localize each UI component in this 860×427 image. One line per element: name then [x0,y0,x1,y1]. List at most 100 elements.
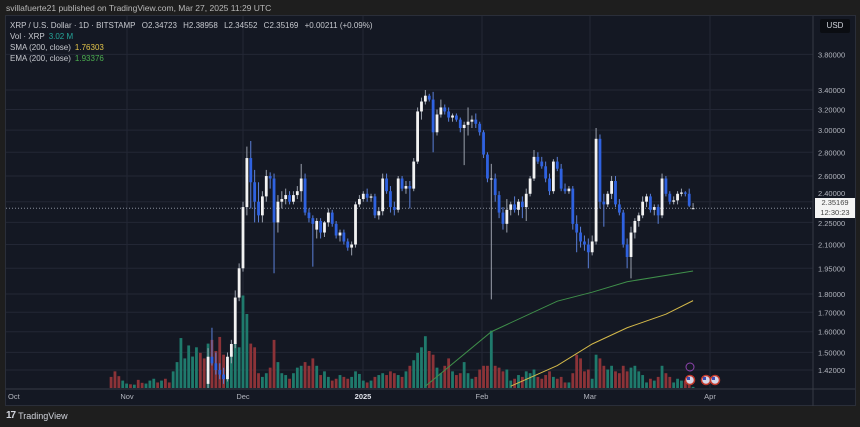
volume-bar [272,339,276,388]
candle-body [299,178,303,192]
x-tick-label: Feb [476,392,489,401]
candle-body [575,223,579,233]
candle-body [617,204,621,213]
candle-body [540,161,544,167]
volume-label: Vol · XRP [10,32,45,41]
volume-bar [435,367,439,388]
volume-bar [365,382,369,388]
candle-body [233,297,237,344]
candle-body [486,154,489,179]
volume-bar [458,373,462,388]
candle-body [404,186,408,189]
volume-bar [179,338,183,388]
volume-bar [641,375,645,388]
volume-bar [218,336,222,388]
candle-body [443,107,447,112]
volume-bar [373,376,377,388]
plot-area [6,16,813,388]
volume-bar [303,362,307,388]
candle-body [416,111,419,162]
candle-body [392,207,396,210]
candle-body [330,212,334,224]
volume-bar [237,347,241,388]
x-tick-label: Apr [704,392,716,401]
flag-canton [712,377,715,380]
symbol-label[interactable]: XRP / U.S. Dollar · 1D · BITSTAMP [10,21,136,30]
volume-bar [354,371,357,388]
volume-bar [346,378,350,388]
volume-bar [532,369,536,388]
volume-bar [528,373,532,388]
candle-body [536,156,540,162]
volume-bar [113,371,117,388]
candle-body [447,111,451,118]
y-tick-label: 2.40000 [818,189,845,198]
volume-bar [482,365,485,388]
volume-bar [493,365,497,388]
volume-bar [617,373,621,388]
candle-body [528,178,532,194]
volume-bar [520,376,524,388]
volume-bar [439,373,443,388]
candle-body [505,209,509,224]
tradingview-logo-icon: 17 [6,410,16,421]
volume-bar [598,358,602,388]
flag-canton [687,377,690,380]
ema-line [425,270,694,387]
sma-label: SMA (200, close) [10,43,71,52]
y-tick-label: 3.80000 [818,50,845,59]
y-tick-label: 2.25000 [818,219,845,228]
candle-body [509,204,513,210]
volume-bar [489,330,493,388]
candle-body [598,138,602,202]
volume-bar [280,373,284,388]
volume-bar [117,376,121,388]
currency-button[interactable]: USD [820,19,850,33]
y-tick-label: 3.20000 [818,105,845,114]
volume-bar [129,384,132,388]
volume-bar [195,347,198,388]
volume-bar [160,380,163,388]
y-tick-label: 3.00000 [818,126,845,135]
ema-label: EMA (200, close) [10,54,71,63]
volume-bar [229,351,233,388]
tradingview-logo[interactable]: 17 TradingView [6,410,68,421]
candle-body [552,161,555,192]
candle-body [683,192,687,194]
volume-bar [136,379,140,388]
volume-bar [672,382,676,388]
x-tick-label: Oct [8,392,21,401]
candle-body [614,181,617,205]
candle-body [338,232,342,236]
candle-body [559,168,563,189]
crypto-event-icon [685,362,695,372]
volume-bar [555,378,559,388]
candle-body [373,196,377,216]
y-tick-label: 2.60000 [818,172,845,181]
ohlc-change: +0.00211 (+0.09%) [304,21,373,30]
y-tick-label: 1.60000 [818,328,845,337]
volume-bar [152,378,156,388]
candle-body [264,176,268,197]
volume-bar [241,295,245,388]
volume-bar [649,378,652,388]
y-tick-label: 1.95000 [818,264,845,273]
volume-bar [629,367,633,388]
volume-bar [501,371,505,388]
candle-body [226,356,229,380]
candle-body [606,193,610,205]
candle-body [513,204,516,210]
y-tick-label: 3.40000 [818,86,845,95]
candle-body [323,222,326,233]
candle-body [497,195,501,213]
volume-bar [427,351,431,388]
candle-body [365,193,369,198]
volume-bar [579,358,582,388]
volume-bar [264,373,268,388]
candle-body [295,191,299,196]
candle-body [664,178,668,194]
volume-bar [132,384,136,388]
volume-bar [683,380,687,388]
volume-bar [567,382,571,388]
